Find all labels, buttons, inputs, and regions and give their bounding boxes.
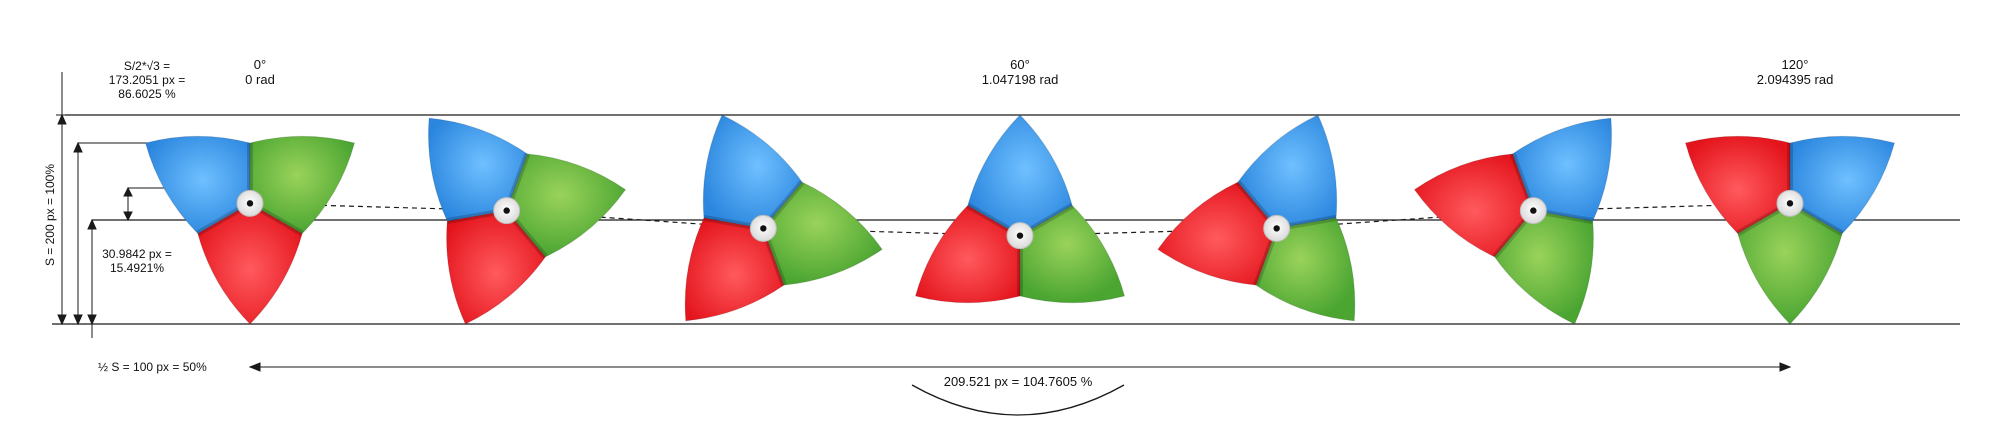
red-sector bbox=[914, 204, 1021, 304]
angle-label-120: 120° 2.094395 rad bbox=[1735, 57, 1855, 87]
angle-radians: 1.047198 rad bbox=[981, 72, 1059, 87]
center-dot bbox=[1016, 232, 1024, 239]
circumradius-label: S/2*√3 = 173.2051 px = 86.6025 % bbox=[108, 59, 186, 101]
center-dot bbox=[246, 200, 254, 207]
center-dot bbox=[503, 207, 510, 214]
reuleaux-frame bbox=[1413, 117, 1612, 325]
green-sector bbox=[1493, 210, 1594, 325]
angle-degrees: 120° bbox=[1781, 57, 1809, 72]
green-sector bbox=[762, 181, 883, 286]
blue-sector bbox=[1512, 117, 1612, 222]
center-dot bbox=[1273, 225, 1280, 232]
center-dot bbox=[760, 225, 767, 232]
reuleaux-frame bbox=[1684, 135, 1896, 325]
blue-sector bbox=[1789, 135, 1896, 235]
green-sector bbox=[1019, 204, 1126, 304]
offset-label: 30.9842 px = 15.4921% bbox=[102, 247, 172, 275]
angle-radians: 0 rad bbox=[245, 72, 275, 87]
rotation-arc bbox=[911, 384, 1125, 416]
center-dot bbox=[1786, 200, 1794, 207]
red-sector bbox=[197, 202, 303, 325]
blue-sector bbox=[144, 135, 251, 235]
angle-degrees: 60° bbox=[1010, 57, 1030, 72]
red-sector bbox=[1157, 181, 1278, 286]
center-dot bbox=[1530, 207, 1537, 214]
arrow-head bbox=[57, 113, 67, 125]
angle-degrees: 0° bbox=[253, 57, 267, 72]
angle-label-0: 0° 0 rad bbox=[220, 57, 300, 87]
reuleaux-frame bbox=[1157, 114, 1356, 322]
angle-radians: 2.094395 rad bbox=[1756, 72, 1834, 87]
red-sector bbox=[446, 210, 547, 325]
red-sector bbox=[684, 217, 785, 322]
green-sector bbox=[1737, 202, 1843, 325]
blue-sector bbox=[967, 114, 1073, 237]
reuleaux-frames bbox=[144, 114, 1896, 325]
reuleaux-frame bbox=[914, 114, 1126, 304]
reuleaux-frame bbox=[428, 117, 627, 325]
half-side-label: ½ S = 100 px = 50% bbox=[98, 360, 207, 374]
side-label: S = 200 px = 100% bbox=[43, 163, 57, 267]
green-sector bbox=[506, 153, 627, 258]
red-sector bbox=[1413, 153, 1534, 258]
green-sector bbox=[1255, 217, 1356, 322]
green-sector bbox=[249, 135, 356, 235]
arrow-head bbox=[57, 314, 67, 326]
blue-sector bbox=[428, 117, 528, 222]
red-sector bbox=[1684, 135, 1791, 235]
blue-sector bbox=[702, 114, 803, 229]
left-dimensions bbox=[56, 72, 245, 338]
reuleaux-frame bbox=[684, 114, 883, 322]
reuleaux-frame bbox=[144, 135, 356, 325]
travel-label: 209.521 px = 104.7605 % bbox=[943, 374, 1093, 389]
blue-sector bbox=[1237, 114, 1338, 229]
travel-dimension bbox=[248, 362, 1792, 416]
angle-label-60: 60° 1.047198 rad bbox=[960, 57, 1080, 87]
